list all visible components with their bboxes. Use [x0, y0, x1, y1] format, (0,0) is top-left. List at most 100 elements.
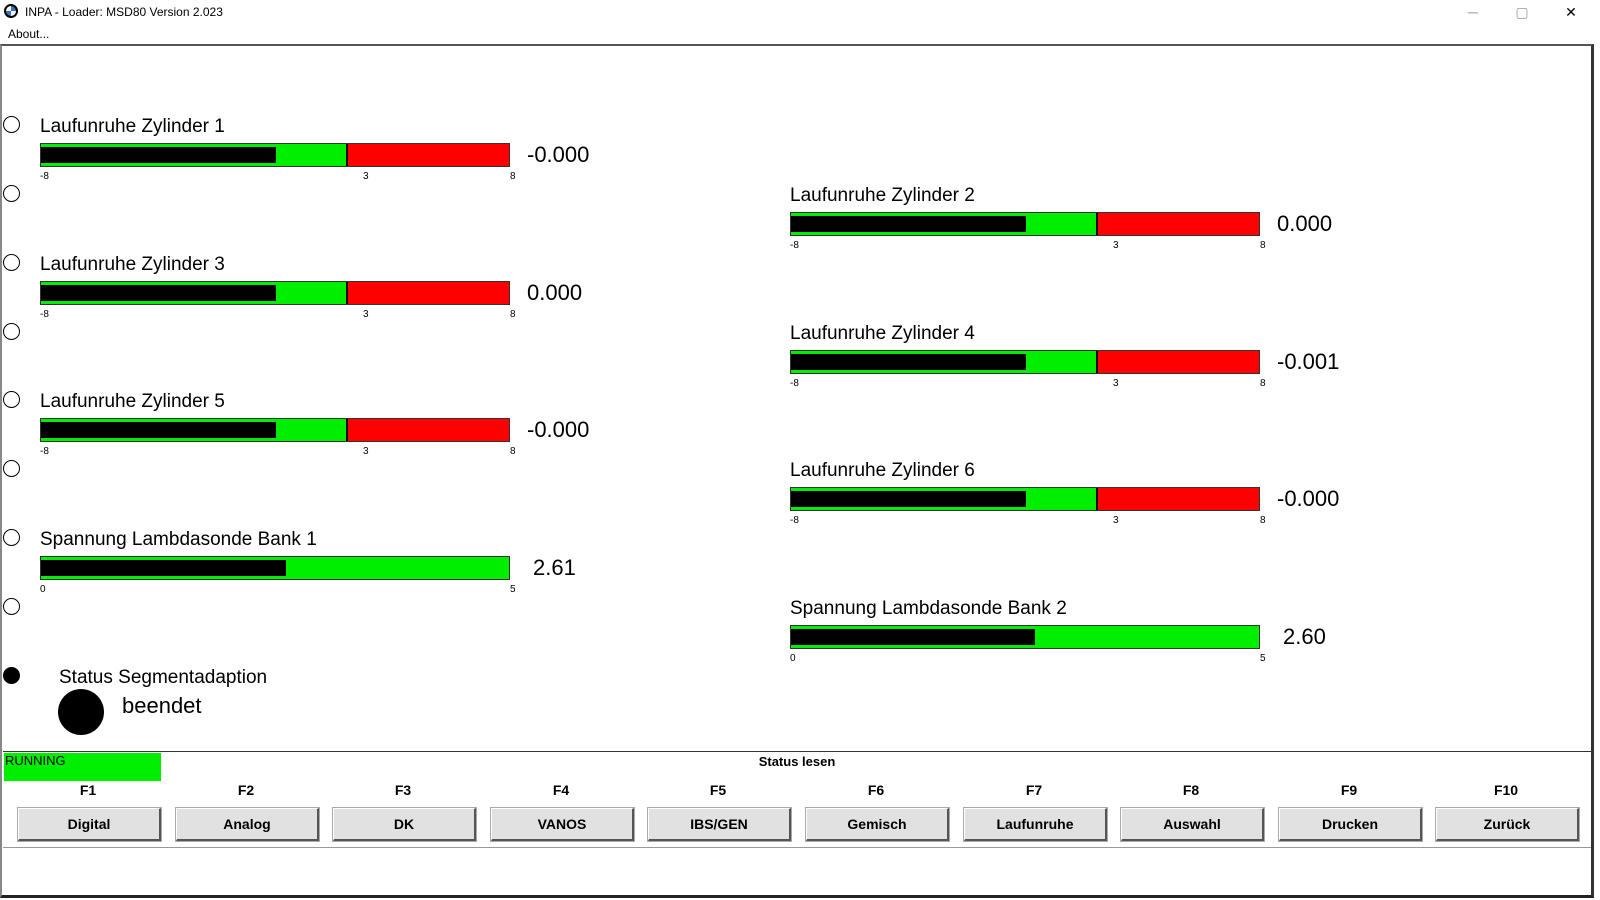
meter-max-tick: 8	[510, 171, 516, 182]
meter-fill	[41, 422, 276, 438]
main-panel	[0, 44, 1594, 898]
function-key-label: F3	[394, 782, 412, 798]
meter-mid-tick: 3	[363, 309, 369, 320]
meter-min-tick: -8	[40, 171, 49, 182]
meter-value: 2.60	[1283, 624, 1326, 649]
function-button-laufunruhe[interactable]: Laufunruhe	[964, 808, 1107, 841]
screen-title: Status lesen	[758, 754, 836, 769]
function-key-label: F5	[709, 782, 727, 798]
meter-fill	[41, 560, 286, 576]
function-key-label: F9	[1340, 782, 1358, 798]
bmw-logo-icon	[4, 4, 18, 18]
meter-max-tick: 8	[1260, 240, 1266, 251]
function-button-zur-ck[interactable]: Zurück	[1436, 808, 1579, 841]
radio-button[interactable]	[3, 529, 20, 546]
meter-alarm-zone	[1096, 488, 1259, 510]
footer-divider	[3, 751, 1591, 752]
meter-max-tick: 8	[1260, 378, 1266, 389]
meter-bar	[40, 143, 510, 167]
meter-threshold-marker	[346, 282, 348, 304]
running-indicator: RUNNING	[4, 753, 161, 781]
function-button-dk[interactable]: DK	[333, 808, 476, 841]
meter-min-tick: -8	[790, 240, 799, 251]
meter-min-tick: 0	[40, 584, 46, 595]
radio-button[interactable]	[3, 323, 20, 340]
radio-button-selected[interactable]	[3, 667, 20, 684]
function-button-digital[interactable]: Digital	[18, 808, 161, 841]
meter-max-tick: 8	[510, 446, 516, 457]
function-key-label: F7	[1025, 782, 1043, 798]
meter-mid-tick: 3	[1113, 515, 1119, 526]
meter-label: Laufunruhe Zylinder 6	[790, 460, 975, 481]
radio-button[interactable]	[3, 460, 20, 477]
status-value: beendet	[122, 693, 202, 718]
meter-min-tick: -8	[40, 309, 49, 320]
meter-fill	[41, 285, 276, 301]
meter-min-tick: -8	[40, 446, 49, 457]
meter-fill	[41, 147, 276, 163]
meter-bar	[40, 556, 510, 580]
meter-bar	[790, 487, 1260, 511]
meter-label: Laufunruhe Zylinder 4	[790, 323, 975, 344]
meter-min-tick: -8	[790, 378, 799, 389]
meter-value: 0.000	[527, 280, 583, 305]
meter-alarm-zone	[346, 282, 509, 304]
meter-max-tick: 5	[1260, 653, 1266, 664]
meter-max-tick: 8	[510, 309, 516, 320]
meter-alarm-zone	[346, 144, 509, 166]
meter-label: Laufunruhe Zylinder 5	[40, 391, 225, 412]
function-key-label: F2	[237, 782, 255, 798]
meter-threshold-marker	[346, 144, 348, 166]
meter-bar	[790, 350, 1260, 374]
function-key-label: F4	[552, 782, 570, 798]
radio-button[interactable]	[3, 254, 20, 271]
meter-value: 2.61	[533, 555, 576, 580]
radio-button[interactable]	[3, 185, 20, 202]
meter-alarm-zone	[1096, 351, 1259, 373]
function-button-analog[interactable]: Analog	[176, 808, 319, 841]
radio-button[interactable]	[3, 598, 20, 615]
meter-fill	[791, 629, 1035, 645]
meter-threshold-marker	[1096, 488, 1098, 510]
meter-bar	[40, 281, 510, 305]
function-key-label: F6	[867, 782, 885, 798]
meter-threshold-marker	[1096, 213, 1098, 235]
window-title: INPA - Loader: MSD80 Version 2.023	[25, 5, 223, 19]
meter-value: -0.001	[1277, 349, 1340, 374]
function-key-label: F10	[1493, 782, 1519, 798]
meter-threshold-marker	[346, 419, 348, 441]
meter-fill	[791, 354, 1026, 370]
meter-value: -0.000	[1277, 486, 1340, 511]
function-button-vanos[interactable]: VANOS	[491, 808, 634, 841]
minimize-button[interactable]: ─	[1468, 4, 1478, 20]
status-label: Status Segmentadaption	[59, 667, 268, 688]
radio-button[interactable]	[3, 116, 20, 133]
meter-label: Spannung Lambdasonde Bank 1	[40, 529, 317, 550]
meter-threshold-marker	[1096, 351, 1098, 373]
title-bar: INPA - Loader: MSD80 Version 2.023 ─ ▢ ✕	[0, 0, 1600, 24]
meter-value: -0.000	[527, 417, 590, 442]
function-button-ibs-gen[interactable]: IBS/GEN	[648, 808, 791, 841]
status-indicator-icon	[58, 689, 104, 735]
meter-bar	[40, 418, 510, 442]
function-key-label: F8	[1182, 782, 1200, 798]
meter-max-tick: 5	[510, 584, 516, 595]
meter-label: Laufunruhe Zylinder 1	[40, 116, 225, 137]
menu-about[interactable]: About...	[8, 27, 50, 41]
meter-fill	[791, 491, 1026, 507]
close-button[interactable]: ✕	[1565, 4, 1577, 20]
function-button-auswahl[interactable]: Auswahl	[1121, 808, 1264, 841]
maximize-button[interactable]: ▢	[1515, 4, 1529, 20]
meter-bar	[790, 625, 1260, 649]
meter-value: 0.000	[1277, 211, 1333, 236]
function-button-gemisch[interactable]: Gemisch	[806, 808, 949, 841]
meter-mid-tick: 3	[1113, 378, 1119, 389]
meter-max-tick: 8	[1260, 515, 1266, 526]
function-button-drucken[interactable]: Drucken	[1279, 808, 1422, 841]
meter-alarm-zone	[1096, 213, 1259, 235]
meter-value: -0.000	[527, 142, 590, 167]
meter-mid-tick: 3	[363, 171, 369, 182]
radio-button[interactable]	[3, 391, 20, 408]
meter-label: Laufunruhe Zylinder 3	[40, 254, 225, 275]
meter-mid-tick: 3	[1113, 240, 1119, 251]
